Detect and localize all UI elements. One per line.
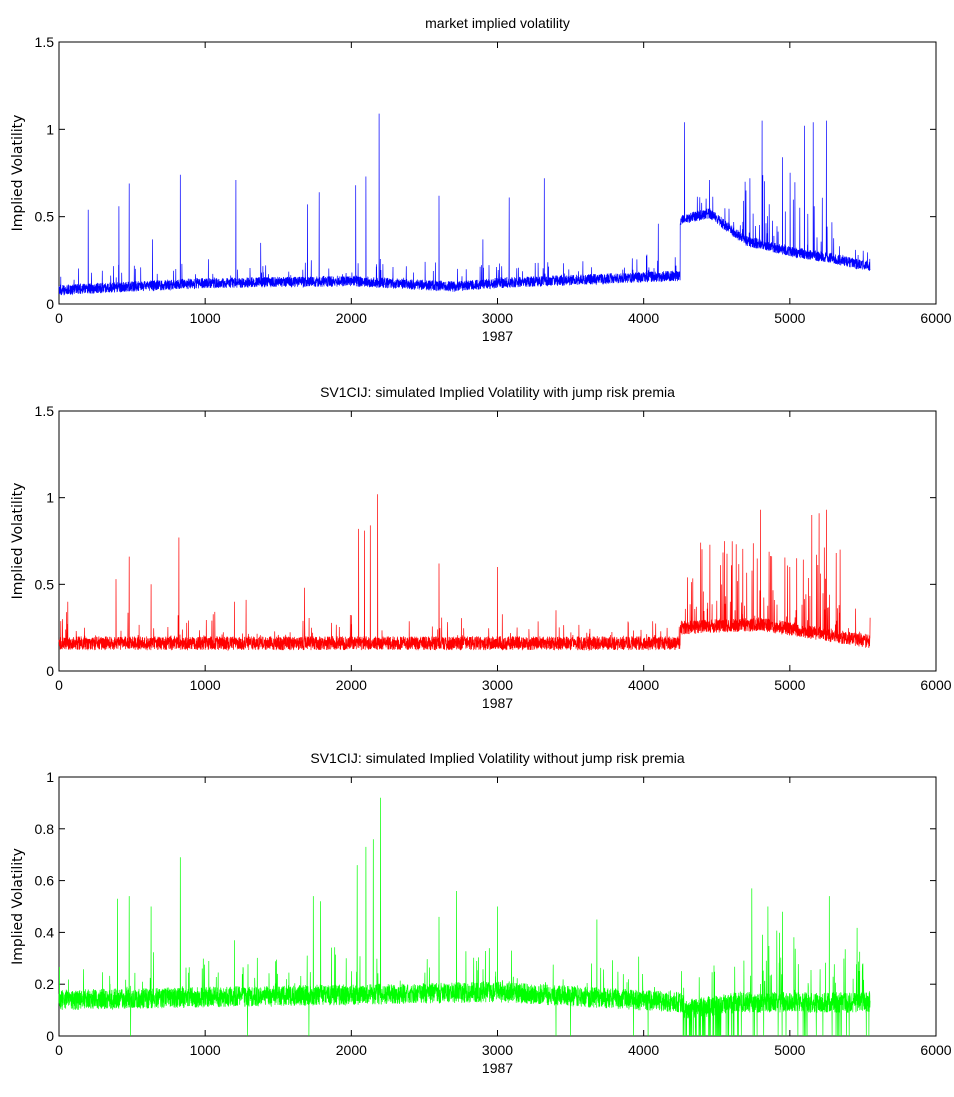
x-tick-label: 2000 [336, 1042, 367, 1058]
y-axis-label: Implied Volatility [10, 483, 26, 600]
x-tick-label: 6000 [920, 677, 951, 693]
x-axis-label: 1987 [482, 695, 513, 711]
y-tick-label: 1.5 [35, 403, 55, 419]
y-tick-label: 1.5 [35, 34, 55, 50]
x-tick-label: 6000 [920, 310, 951, 326]
x-axis-label: 1987 [482, 1060, 513, 1076]
x-tick-label: 0 [55, 310, 63, 326]
y-tick-label: 0 [46, 1028, 54, 1044]
x-tick-label: 5000 [774, 310, 805, 326]
x-tick-label: 2000 [336, 677, 367, 693]
x-tick-label: 3000 [482, 1042, 513, 1058]
plot-market-implied-volatility: market implied volatility 0 1000 2000 3000 40… [10, 15, 952, 344]
chart-title: SV1CIJ: simulated Implied Volatility wit… [310, 750, 684, 766]
y-tick-label: 0.2 [35, 976, 55, 992]
y-tick-label: 0.8 [35, 821, 55, 837]
x-tick-label: 5000 [774, 1042, 805, 1058]
y-tick-label: 1 [46, 490, 54, 506]
y-tick-label: 1 [46, 769, 54, 785]
x-tick-label: 3000 [482, 677, 513, 693]
x-tick-label: 1000 [190, 677, 221, 693]
x-tick-label: 2000 [336, 310, 367, 326]
x-tick-label: 0 [55, 1042, 63, 1058]
y-tick-label: 0 [46, 663, 54, 679]
y-axis-label: Implied Volatility [10, 848, 26, 965]
x-tick-label: 4000 [628, 1042, 659, 1058]
series-line [58, 494, 871, 652]
x-tick-label: 5000 [774, 677, 805, 693]
series-line [58, 113, 871, 296]
x-tick-label: 4000 [628, 310, 659, 326]
series-line [58, 797, 871, 1037]
chart-title: SV1CIJ: simulated Implied Volatility wit… [320, 384, 675, 400]
y-tick-label: 0.5 [35, 576, 55, 592]
x-tick-label: 1000 [190, 310, 221, 326]
y-tick-label: 0.5 [35, 209, 55, 225]
x-tick-label: 4000 [628, 677, 659, 693]
chart-title: market implied volatility [425, 15, 570, 31]
y-tick-label: 0.6 [35, 873, 55, 889]
x-tick-label: 0 [55, 677, 63, 693]
plot-simulated-iv-without-jump-risk-premia: SV1CIJ: simulated Implied Volatility wit… [10, 750, 952, 1076]
x-tick-label: 1000 [190, 1042, 221, 1058]
x-tick-label: 6000 [920, 1042, 951, 1058]
y-axis-label: Implied Volatility [10, 115, 26, 232]
y-tick-label: 0 [46, 296, 54, 312]
x-tick-label: 3000 [482, 310, 513, 326]
plot-simulated-iv-with-jump-risk-premia: SV1CIJ: simulated Implied Volatility wit… [10, 384, 952, 711]
y-tick-label: 0.4 [35, 924, 55, 940]
y-tick-label: 1 [46, 121, 54, 137]
x-axis-label: 1987 [482, 328, 513, 344]
